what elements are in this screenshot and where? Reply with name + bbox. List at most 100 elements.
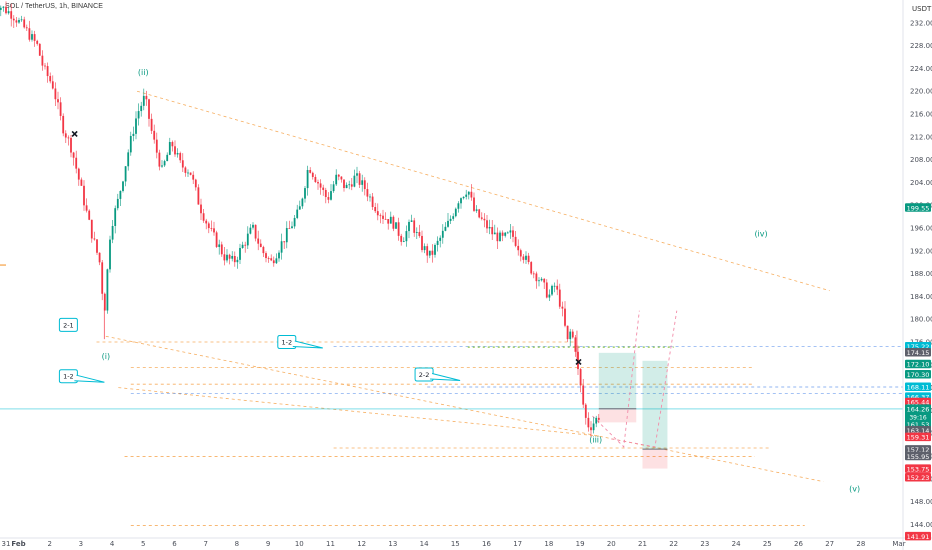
candle-body xyxy=(384,218,387,220)
price-badge-label: 170.30 xyxy=(907,371,930,379)
y-tick-label: 184.00 xyxy=(910,293,932,301)
callout-tail xyxy=(292,340,323,349)
candle-body xyxy=(246,233,249,246)
candle-body xyxy=(462,196,465,199)
candle-body xyxy=(309,169,312,173)
candle-body xyxy=(314,176,317,183)
candle-body xyxy=(280,241,283,253)
wave-label: (iii) xyxy=(589,435,602,444)
price-badge xyxy=(905,348,931,357)
candle-body xyxy=(163,161,166,166)
candle-body xyxy=(431,250,434,255)
x-tick-label: 26 xyxy=(794,540,803,548)
candle-body xyxy=(168,142,171,155)
candle-body xyxy=(363,180,366,190)
candle-body xyxy=(54,88,57,100)
candle-body xyxy=(452,216,455,219)
candle-body xyxy=(0,7,2,10)
price-badge xyxy=(905,203,931,212)
candle-body xyxy=(267,258,270,259)
candle-body xyxy=(192,174,195,180)
candle-body xyxy=(28,28,31,40)
candle-body xyxy=(504,232,507,236)
candle-body xyxy=(5,6,7,14)
candle-body xyxy=(298,206,301,210)
candle-body xyxy=(259,243,262,247)
callout-tail xyxy=(74,374,105,383)
candle-body xyxy=(410,220,413,222)
candle-body xyxy=(561,306,564,309)
candle-body xyxy=(135,118,137,134)
y-tick-label: 212.00 xyxy=(910,133,932,141)
candle-body xyxy=(480,217,483,219)
candle-body xyxy=(142,95,145,106)
trend-line-5 xyxy=(118,387,599,437)
candle-body xyxy=(38,43,41,56)
x-tick-label: 16 xyxy=(482,540,491,548)
position-target-zone-0 xyxy=(598,352,637,409)
candle-body xyxy=(46,66,49,77)
candle-body xyxy=(324,189,327,198)
candle-body xyxy=(49,76,52,82)
candle-body xyxy=(402,241,405,242)
position-stop-zone-0 xyxy=(598,408,637,423)
candle-body xyxy=(12,18,15,21)
candle-body xyxy=(376,211,379,216)
price-badge xyxy=(905,397,931,407)
candle-body xyxy=(285,228,288,243)
candle-body xyxy=(205,220,208,224)
candle-body xyxy=(449,218,452,221)
candle-body xyxy=(553,285,556,287)
candle-body xyxy=(262,246,265,254)
candle-body xyxy=(514,236,517,246)
candle-body xyxy=(101,262,104,294)
candle-body xyxy=(447,220,449,227)
candle-body xyxy=(467,191,470,195)
callout-tail xyxy=(430,373,461,381)
candle-body xyxy=(460,198,462,204)
x-tick-label: 23 xyxy=(700,540,709,548)
candle-body xyxy=(272,260,275,264)
price-badge xyxy=(905,382,931,391)
candle-body xyxy=(197,187,200,205)
candle-body xyxy=(551,285,553,295)
price-badge-label: 155.95 xyxy=(907,453,930,461)
candle-body xyxy=(213,228,215,233)
candle-body xyxy=(509,230,512,233)
candle-body xyxy=(418,232,421,236)
candle-body xyxy=(382,215,384,219)
candle-body xyxy=(304,188,306,199)
candle-body xyxy=(327,197,330,200)
price-badge xyxy=(905,445,931,454)
candle-body xyxy=(231,255,234,259)
candle-body xyxy=(220,244,223,255)
candle-body xyxy=(428,250,431,256)
candle-body xyxy=(72,152,75,158)
y-tick-label: 196.00 xyxy=(910,225,932,233)
candle-body xyxy=(535,273,538,282)
x-tick-label: 11 xyxy=(326,540,335,548)
candle-body xyxy=(441,230,444,238)
projection-path-1 xyxy=(611,310,678,448)
candle-body xyxy=(119,190,122,199)
candle-body xyxy=(124,166,127,182)
candle-body xyxy=(114,208,117,227)
candle-body xyxy=(556,285,559,290)
y-tick-label: 220.00 xyxy=(910,88,932,96)
candle-body xyxy=(317,182,319,184)
wave-label: (i) xyxy=(102,352,110,361)
candle-body xyxy=(506,232,509,234)
candle-body xyxy=(499,232,501,242)
drawing-lines-layer xyxy=(0,90,903,526)
candle-body xyxy=(301,198,304,207)
candle-body xyxy=(379,215,382,217)
x-tick-label: 25 xyxy=(763,540,772,548)
candle-body xyxy=(454,208,457,217)
candle-body xyxy=(7,11,10,14)
x-marker xyxy=(575,358,582,366)
candle-body xyxy=(512,230,514,237)
candle-body xyxy=(530,262,533,274)
candle-body xyxy=(501,232,504,236)
